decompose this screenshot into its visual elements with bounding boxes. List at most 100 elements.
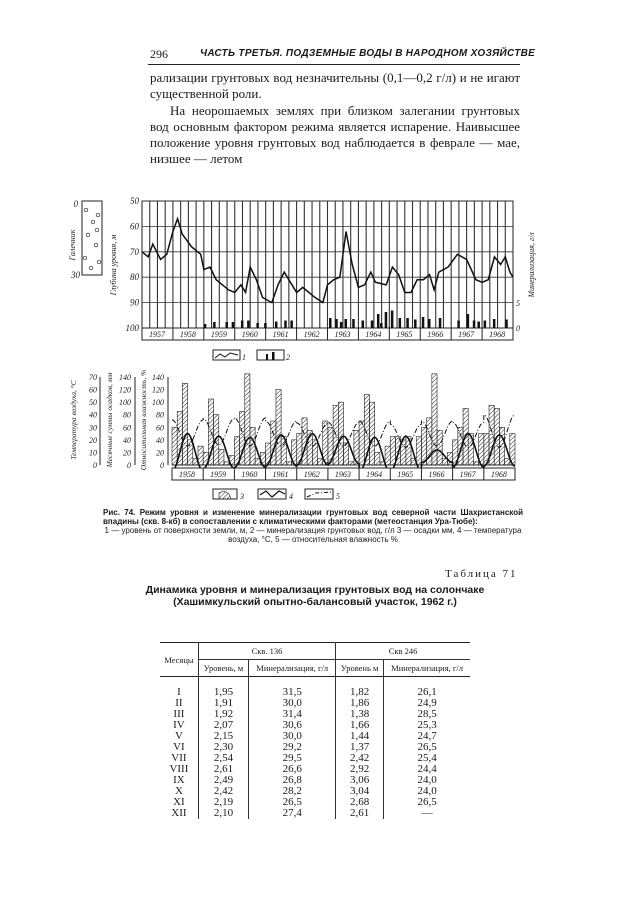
- table-title: Динамика уровня и минерализация грунтовы…: [145, 584, 485, 608]
- year-label: 1964: [365, 330, 381, 339]
- cell-mineralization-2: 26,5: [383, 797, 470, 808]
- y-tick-label: 140: [119, 373, 131, 382]
- y-tick-label: 20: [89, 436, 97, 445]
- cell-level: 1,95: [197, 676, 249, 698]
- y-axis-label: Глубина уровня, м: [109, 235, 118, 297]
- mineralization-bar: [225, 322, 228, 328]
- mineralization-bar: [477, 321, 480, 328]
- cell-level: 2,10: [197, 808, 249, 819]
- y-tick-label: 50: [130, 196, 140, 206]
- precipitation-bar: [171, 426, 178, 466]
- mineralization-bar: [256, 323, 259, 328]
- mineralization-bar: [284, 320, 287, 328]
- lithology-tick: 0: [74, 199, 79, 209]
- cell-month: IV: [173, 719, 185, 731]
- mineralization-bar: [380, 323, 383, 328]
- precipitation-bar: [275, 389, 282, 466]
- col-month: Месяцы: [164, 654, 194, 665]
- cell-level-2: 1,82: [335, 676, 384, 698]
- mineralization-bar: [457, 320, 460, 328]
- gravel-icon: [94, 227, 100, 233]
- cell-mineralization-2: 28,5: [383, 709, 470, 720]
- cell-month: I: [177, 686, 181, 698]
- cell-mineralization-2: —: [383, 808, 470, 819]
- mineralization-bar: [361, 320, 365, 328]
- legend-label: 3: [239, 492, 244, 501]
- precipitation-bar: [317, 458, 324, 466]
- year-label: 1960: [242, 330, 258, 339]
- mineralization-bar: [414, 319, 417, 328]
- running-title: ЧАСТЬ ТРЕТЬЯ. ПОДЗЕМНЫЕ ВОДЫ В НАРОДНОМ …: [200, 48, 536, 59]
- precipitation-bar: [431, 373, 438, 466]
- mineralization-bar: [483, 320, 487, 328]
- mineralization-bar: [352, 319, 355, 328]
- mineralization-bar: [240, 320, 244, 328]
- y-tick-label: 40: [89, 411, 97, 420]
- mineralization-bar: [438, 318, 442, 328]
- y-tick-label: 0: [93, 461, 97, 470]
- cell-mineralization: 29,2: [248, 742, 336, 753]
- year-label: 1961: [273, 470, 289, 479]
- cell-mineralization: 31,5: [248, 676, 336, 698]
- climate-chart: 1958 1959 1960 1961 1962 1963 1964 1965 1966 1967…: [69, 370, 516, 501]
- precipitation-bar: [441, 458, 448, 466]
- mineralization-bar: [335, 319, 338, 328]
- year-label: 1959: [210, 470, 226, 479]
- mineralization-bar: [344, 319, 348, 328]
- year-label: 1965: [397, 470, 413, 479]
- cell-level: 2,15: [197, 731, 249, 742]
- table-row: XII 2,10 27,4 2,61—: [160, 808, 470, 819]
- year-label: 1964: [366, 470, 382, 479]
- mineralization-bar: [427, 319, 431, 328]
- legend-temp-swatch: [257, 488, 287, 500]
- cell-level-2: 1,66: [335, 720, 384, 731]
- mineralization-bar: [384, 312, 388, 328]
- groundwater-level-chart: 50 60 70 80 90 100 0 5 1957 1958 1959 1960 1961 1962 1…: [68, 196, 536, 362]
- year-label: 1967: [460, 470, 477, 479]
- humidity-line: [171, 413, 516, 448]
- precipitation-bar: [473, 461, 479, 466]
- cell-month: IX: [173, 774, 185, 786]
- y-tick-label: 60: [89, 386, 97, 395]
- figure-caption: Рис. 74. Режим уровня и изменение минера…: [103, 508, 523, 544]
- cell-mineralization-2: 24,7: [383, 731, 470, 742]
- y-tick-label: 50: [89, 398, 97, 407]
- y-tick-label: 90: [130, 298, 140, 308]
- mineralization-bar: [264, 323, 267, 328]
- year-label: 1967: [458, 330, 475, 339]
- year-label: 1961: [273, 330, 289, 339]
- cell-month: II: [175, 697, 183, 709]
- precipitation-bar: [384, 445, 391, 466]
- table-row: VIII 2,61 26,6 2,92 24,4: [160, 764, 470, 775]
- cell-level: 1,91: [197, 698, 249, 709]
- mineralization-bar: [213, 322, 216, 328]
- legend-label: 5: [336, 492, 340, 501]
- cell-level: 2,42: [197, 786, 249, 797]
- cell-level-2: 2,68: [335, 797, 384, 808]
- caption-legend: 1 — уровень от поверхности земли, м, 2 —…: [104, 526, 522, 544]
- precipitation-bar: [348, 461, 355, 466]
- precipitation-bar: [182, 382, 188, 466]
- year-label: 1962: [304, 470, 320, 479]
- y-tick-label: 140: [152, 373, 164, 382]
- caption-title: Рис. 74. Режим уровня и изменение минера…: [103, 508, 523, 526]
- cell-mineralization: 27,4: [248, 808, 336, 819]
- cell-month: VI: [173, 741, 185, 753]
- cell-mineralization: 30,6: [248, 720, 336, 731]
- table-row: VI 2,30 29,2 1,37 26,5: [160, 742, 470, 753]
- precipitation-bar: [244, 373, 251, 466]
- cell-level-2: 1,37: [335, 742, 384, 753]
- cell-month: VIII: [169, 763, 189, 775]
- mineralization-bar: [421, 317, 425, 328]
- cell-mineralization-2: 24,0: [383, 775, 470, 786]
- precipitation-bar: [504, 458, 511, 466]
- cell-mineralization: 30,0: [248, 731, 336, 742]
- gravel-column: [81, 200, 103, 276]
- legend-bar-swatch: [256, 349, 285, 361]
- cell-level: 2,07: [197, 720, 249, 731]
- year-label: 1966: [427, 330, 443, 339]
- table-number: Таблица 71: [445, 568, 518, 580]
- cell-level: 2,61: [197, 764, 249, 775]
- cell-level-2: 3,06: [335, 775, 384, 786]
